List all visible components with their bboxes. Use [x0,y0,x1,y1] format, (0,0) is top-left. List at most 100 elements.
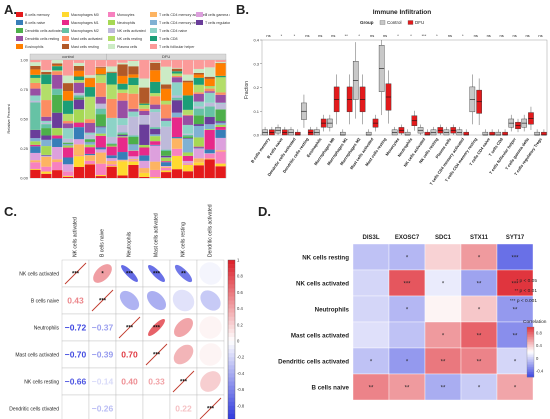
stack-segment [30,129,41,139]
stack-segment [193,148,204,159]
colorbar-step [228,381,235,386]
stack-segment [62,128,74,139]
heatmap-cell [388,347,426,375]
legend-swatch [108,20,115,25]
correlation-ellipse [148,265,165,282]
legend-label: Monocytes [117,13,135,17]
stack-segment [193,108,204,116]
stack-segment [84,123,96,133]
row-label: Neutrophils [315,307,350,314]
colorbar-tick-label: 0.4 [536,343,542,348]
y-tick-label: 0.1 [253,109,259,114]
significance-label: ns [370,33,374,38]
y-tick-label: 0.50 [20,117,29,122]
stack-segment [150,177,161,178]
box [404,131,411,136]
stack-segment [95,133,106,136]
stack-segment [117,175,128,178]
stack-segment [52,162,63,171]
stack-segment [215,77,226,93]
stack-segment [117,100,128,119]
stack-segment [139,155,150,161]
stack-segment [171,117,183,138]
significance-note: *** p < 0.001 [510,298,537,304]
stack-segment [106,161,117,165]
stack-segment [117,60,128,63]
colorbar-step [527,367,534,369]
diagonal-stars: *** [207,407,215,413]
legend-swatch [150,44,157,49]
stack-segment [106,72,117,85]
diagonal-line [145,343,168,366]
row-label: Mast cells activated [291,333,349,340]
row-label: Dendritic cells activated [278,359,349,366]
panel-a: A. B cells memory Macrophages M0 Monocytes… [0,0,230,200]
legend-swatch [16,44,23,49]
significance-stars: ** [477,334,482,340]
stack-segment [171,155,183,170]
y-tick-label: 0.75 [20,87,29,92]
colorbar-step [228,397,235,403]
significance-label: ns [474,33,478,38]
stack-segment [30,88,41,96]
stack-segment [30,65,41,70]
stack-segment [52,74,63,89]
stack-segment [215,124,226,127]
significance-label: ns [487,33,491,38]
stack-segment [73,122,85,128]
colorbar-tick-label: 0.2 [237,322,243,327]
y-tick-label: 0.4 [253,38,259,43]
stack-segment [41,171,52,174]
colorbar-step [527,337,534,339]
legend-label: Mast cells activated [71,37,102,41]
stack-segment [41,100,52,117]
stack-segment [84,139,96,142]
stack-segment [128,74,139,78]
stack-segment [117,83,128,90]
panel-b: B. Immune Infiltration Group Control DFU 0.0… [232,0,550,200]
heatmap-cell [352,321,390,349]
stack-segment [204,86,215,89]
stack-segment [73,155,85,157]
significance-label: ns [525,33,529,38]
stack-segment [171,82,183,96]
stack-segment [106,71,117,73]
stack-segment [73,156,85,167]
stack-segment [52,60,63,64]
group-label: DFU [162,54,170,59]
stack-segment [193,84,204,93]
heatmap-cell [496,373,534,401]
stack-segment [41,124,52,129]
stack-segment [215,163,226,167]
stack-segment [139,108,150,112]
box [489,131,495,136]
stack-segment [62,145,74,148]
correlogram-cell [142,367,171,396]
colorbar-step [228,292,235,297]
stack-segment [117,134,128,137]
stack-segment [62,138,74,143]
correlation-value: −0.66 [65,377,87,387]
stack-segment [171,97,183,100]
heatmap-cell [352,295,390,323]
stack-segment [139,115,150,125]
colorbar-step [527,347,534,349]
colorbar-step [228,288,235,293]
correlation-ellipse [121,265,138,282]
colorbar-step [228,284,235,289]
stack-segment [150,161,161,170]
stack-segment [41,71,52,75]
stack-segment [204,91,215,93]
colorbar-step [527,345,534,348]
stack-segment [139,124,150,145]
stack-segment [215,62,226,63]
colorbar-step [527,360,534,363]
correlation-ellipse [173,344,194,365]
stack-segment [52,146,63,160]
stack-segment [106,136,117,144]
heatmap-cell [460,321,498,349]
stack-segment [95,152,106,164]
stack-segment [84,132,96,135]
stack-segment [139,147,150,156]
y-axis-label: Relative Percent [6,103,11,133]
